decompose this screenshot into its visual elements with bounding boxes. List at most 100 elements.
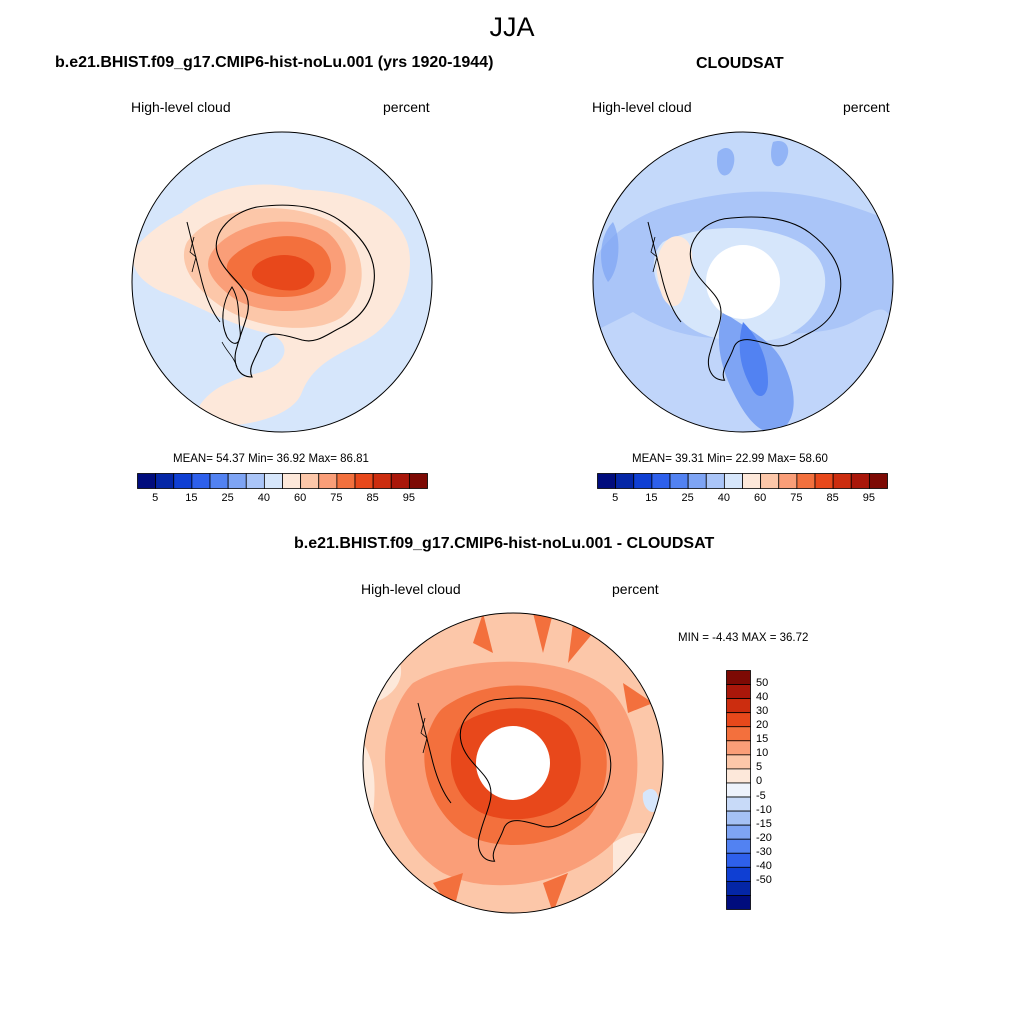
colorbar-swatch — [726, 852, 751, 868]
colorbar-swatch — [726, 782, 751, 798]
colorbar-tick-label: 10 — [756, 747, 769, 760]
colorbar-swatch — [723, 473, 743, 489]
colorbar-swatch — [726, 684, 751, 700]
colorbar-tick-label: 5 — [152, 492, 159, 504]
colorbar-tick-label: 30 — [756, 705, 769, 718]
colorbar-swatch — [318, 473, 338, 489]
colorbar-swatch — [263, 473, 283, 489]
panel-1-map — [131, 131, 433, 433]
colorbar-tick-label: 15 — [756, 733, 769, 746]
colorbar-swatch — [778, 473, 798, 489]
colorbar-swatch — [300, 473, 320, 489]
colorbar-swatch — [408, 473, 428, 489]
colorbar-swatch — [354, 473, 374, 489]
colorbar-swatch — [726, 838, 751, 854]
colorbar-swatch — [726, 740, 751, 756]
panel-1-colorbar — [137, 473, 428, 489]
panel-3-colorbar-ticks: 50 40 30 20 15 10 5 0 -5 -10 -15 -20 -30 -40 -50 — [756, 670, 806, 910]
colorbar-swatch — [726, 768, 751, 784]
colorbar-tick-label: 0 — [756, 775, 763, 788]
panel-1-variable-label: High-level cloud — [131, 99, 231, 115]
panel-2-units-label: percent — [843, 99, 890, 115]
colorbar-tick-label: 75 — [330, 492, 343, 504]
panel-1-units-label: percent — [383, 99, 430, 115]
colorbar-swatch — [191, 473, 211, 489]
colorbar-swatch — [726, 698, 751, 714]
colorbar-tick-label: 40 — [257, 492, 270, 504]
colorbar-tick-label: -30 — [756, 845, 772, 858]
colorbar-swatch — [372, 473, 392, 489]
colorbar-swatch — [137, 473, 157, 489]
colorbar-tick-label: 40 — [717, 492, 730, 504]
colorbar-swatch — [726, 726, 751, 742]
colorbar-swatch — [726, 824, 751, 840]
colorbar-tick-label: 85 — [826, 492, 839, 504]
colorbar-tick-label: 20 — [756, 719, 769, 732]
colorbar-tick-label: 60 — [294, 492, 307, 504]
colorbar-swatch — [209, 473, 229, 489]
colorbar-tick-label: -50 — [756, 873, 772, 886]
colorbar-swatch — [850, 473, 870, 489]
panel-3-stats: MIN = -4.43 MAX = 36.72 — [678, 632, 809, 644]
panel-1-colorbar-ticks: 5 15 25 40 60 75 85 95 — [137, 492, 428, 508]
colorbar-swatch — [282, 473, 302, 489]
colorbar-swatch — [336, 473, 356, 489]
colorbar-tick-label: -40 — [756, 859, 772, 872]
colorbar-tick-label: 5 — [612, 492, 619, 504]
colorbar-swatch — [726, 796, 751, 812]
panel-3-title: b.e21.BHIST.f09_g17.CMIP6-hist-noLu.001 … — [294, 535, 715, 552]
colorbar-swatch — [796, 473, 816, 489]
colorbar-swatch — [173, 473, 193, 489]
colorbar-swatch — [651, 473, 671, 489]
colorbar-tick-label: 25 — [681, 492, 694, 504]
panel-1-title: b.e21.BHIST.f09_g17.CMIP6-hist-noLu.001 … — [55, 54, 494, 71]
colorbar-swatch — [633, 473, 653, 489]
colorbar-swatch — [390, 473, 410, 489]
colorbar-tick-label: 60 — [754, 492, 767, 504]
colorbar-tick-label: 5 — [756, 761, 763, 774]
colorbar-tick-label: -10 — [756, 803, 772, 816]
colorbar-swatch — [726, 866, 751, 882]
panel-3-variable-label: High-level cloud — [361, 581, 461, 597]
panel-1-stats: MEAN= 54.37 Min= 36.92 Max= 86.81 — [173, 453, 369, 465]
panel-2-title: CLOUDSAT — [696, 55, 784, 72]
panel-2-stats: MEAN= 39.31 Min= 22.99 Max= 58.60 — [632, 453, 828, 465]
colorbar-swatch — [245, 473, 265, 489]
colorbar-tick-label: 95 — [862, 492, 875, 504]
panel-3-colorbar — [726, 670, 751, 910]
colorbar-swatch — [726, 810, 751, 826]
colorbar-swatch — [705, 473, 725, 489]
colorbar-swatch — [760, 473, 780, 489]
colorbar-swatch — [597, 473, 617, 489]
colorbar-swatch — [726, 754, 751, 770]
colorbar-tick-label: 40 — [756, 691, 769, 704]
colorbar-swatch — [726, 670, 751, 685]
colorbar-swatch — [227, 473, 247, 489]
colorbar-tick-label: -20 — [756, 831, 772, 844]
panel-2-colorbar — [597, 473, 888, 489]
colorbar-tick-label: -5 — [756, 789, 766, 802]
colorbar-swatch — [742, 473, 762, 489]
colorbar-swatch — [669, 473, 689, 489]
colorbar-tick-label: 50 — [756, 677, 769, 690]
colorbar-tick-label: 85 — [366, 492, 379, 504]
panel-2-map — [592, 131, 894, 433]
figure-title: JJA — [489, 12, 535, 42]
panel-3-map — [362, 612, 664, 914]
colorbar-swatch — [155, 473, 175, 489]
colorbar-swatch — [868, 473, 888, 489]
colorbar-tick-label: 15 — [185, 492, 198, 504]
colorbar-swatch — [615, 473, 635, 489]
colorbar-swatch — [726, 895, 751, 910]
colorbar-tick-label: -15 — [756, 817, 772, 830]
panel-3-units-label: percent — [612, 581, 659, 597]
colorbar-tick-label: 25 — [221, 492, 234, 504]
colorbar-swatch — [726, 880, 751, 896]
colorbar-tick-label: 75 — [790, 492, 803, 504]
colorbar-swatch — [687, 473, 707, 489]
panel-2-variable-label: High-level cloud — [592, 99, 692, 115]
colorbar-swatch — [832, 473, 852, 489]
panel-2-colorbar-ticks: 5 15 25 40 60 75 85 95 — [597, 492, 888, 508]
colorbar-swatch — [814, 473, 834, 489]
colorbar-tick-label: 95 — [402, 492, 415, 504]
